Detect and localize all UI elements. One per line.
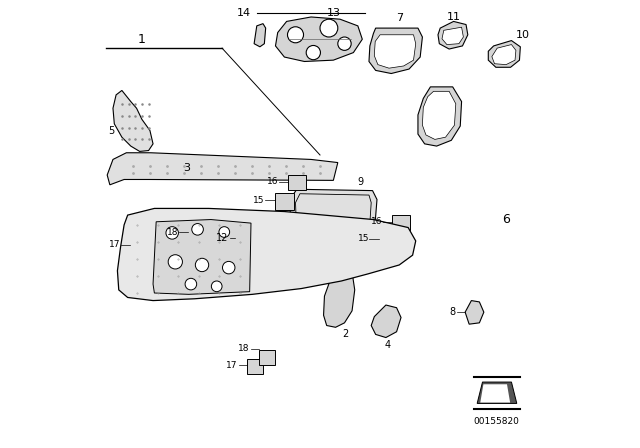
Circle shape: [287, 27, 303, 43]
Text: 18: 18: [238, 344, 250, 353]
Polygon shape: [442, 27, 463, 44]
Polygon shape: [275, 17, 362, 61]
Text: 5: 5: [108, 125, 115, 135]
Polygon shape: [288, 175, 306, 190]
Polygon shape: [248, 359, 264, 374]
Text: 12: 12: [216, 233, 228, 243]
Text: 9: 9: [357, 177, 363, 187]
Text: 00155820: 00155820: [474, 417, 520, 426]
Polygon shape: [259, 350, 275, 365]
Circle shape: [195, 258, 209, 271]
Text: 1: 1: [138, 33, 146, 46]
Text: 10: 10: [516, 30, 529, 40]
Text: 11: 11: [447, 12, 461, 22]
Text: 4: 4: [385, 340, 391, 350]
Text: 7: 7: [397, 13, 404, 23]
Polygon shape: [107, 153, 338, 185]
Polygon shape: [392, 215, 410, 230]
Text: 17: 17: [226, 361, 237, 370]
Polygon shape: [254, 24, 266, 47]
Polygon shape: [290, 189, 377, 241]
Circle shape: [168, 255, 182, 269]
Polygon shape: [117, 208, 416, 301]
Text: 14: 14: [237, 8, 251, 17]
Polygon shape: [465, 301, 484, 324]
Polygon shape: [113, 90, 153, 151]
Circle shape: [338, 37, 351, 50]
Text: 2: 2: [342, 329, 349, 340]
Polygon shape: [374, 35, 416, 68]
Text: 18: 18: [167, 228, 179, 237]
Circle shape: [185, 278, 196, 290]
Text: 16: 16: [267, 177, 278, 186]
Polygon shape: [188, 234, 204, 248]
Polygon shape: [369, 28, 422, 73]
Circle shape: [223, 261, 235, 274]
Polygon shape: [275, 193, 294, 210]
Polygon shape: [480, 384, 510, 403]
Polygon shape: [153, 220, 251, 294]
Text: 8: 8: [450, 307, 456, 317]
Text: 17: 17: [109, 241, 120, 250]
Polygon shape: [488, 41, 520, 67]
Text: 13: 13: [326, 8, 340, 17]
Polygon shape: [371, 305, 401, 337]
Polygon shape: [131, 239, 147, 254]
Polygon shape: [418, 87, 461, 146]
Text: 3: 3: [183, 164, 190, 173]
Circle shape: [166, 227, 179, 239]
Text: 6: 6: [502, 213, 510, 226]
Text: 15: 15: [358, 234, 369, 243]
Circle shape: [306, 45, 321, 60]
Text: 16: 16: [371, 217, 382, 226]
Polygon shape: [324, 263, 355, 327]
Circle shape: [192, 224, 204, 235]
Polygon shape: [422, 91, 456, 139]
Circle shape: [320, 19, 338, 37]
Circle shape: [211, 281, 222, 292]
Circle shape: [219, 227, 230, 237]
Polygon shape: [438, 22, 468, 49]
Polygon shape: [477, 382, 516, 404]
Polygon shape: [492, 44, 516, 65]
Polygon shape: [380, 231, 399, 248]
Polygon shape: [234, 225, 269, 249]
Text: 15: 15: [253, 196, 264, 205]
